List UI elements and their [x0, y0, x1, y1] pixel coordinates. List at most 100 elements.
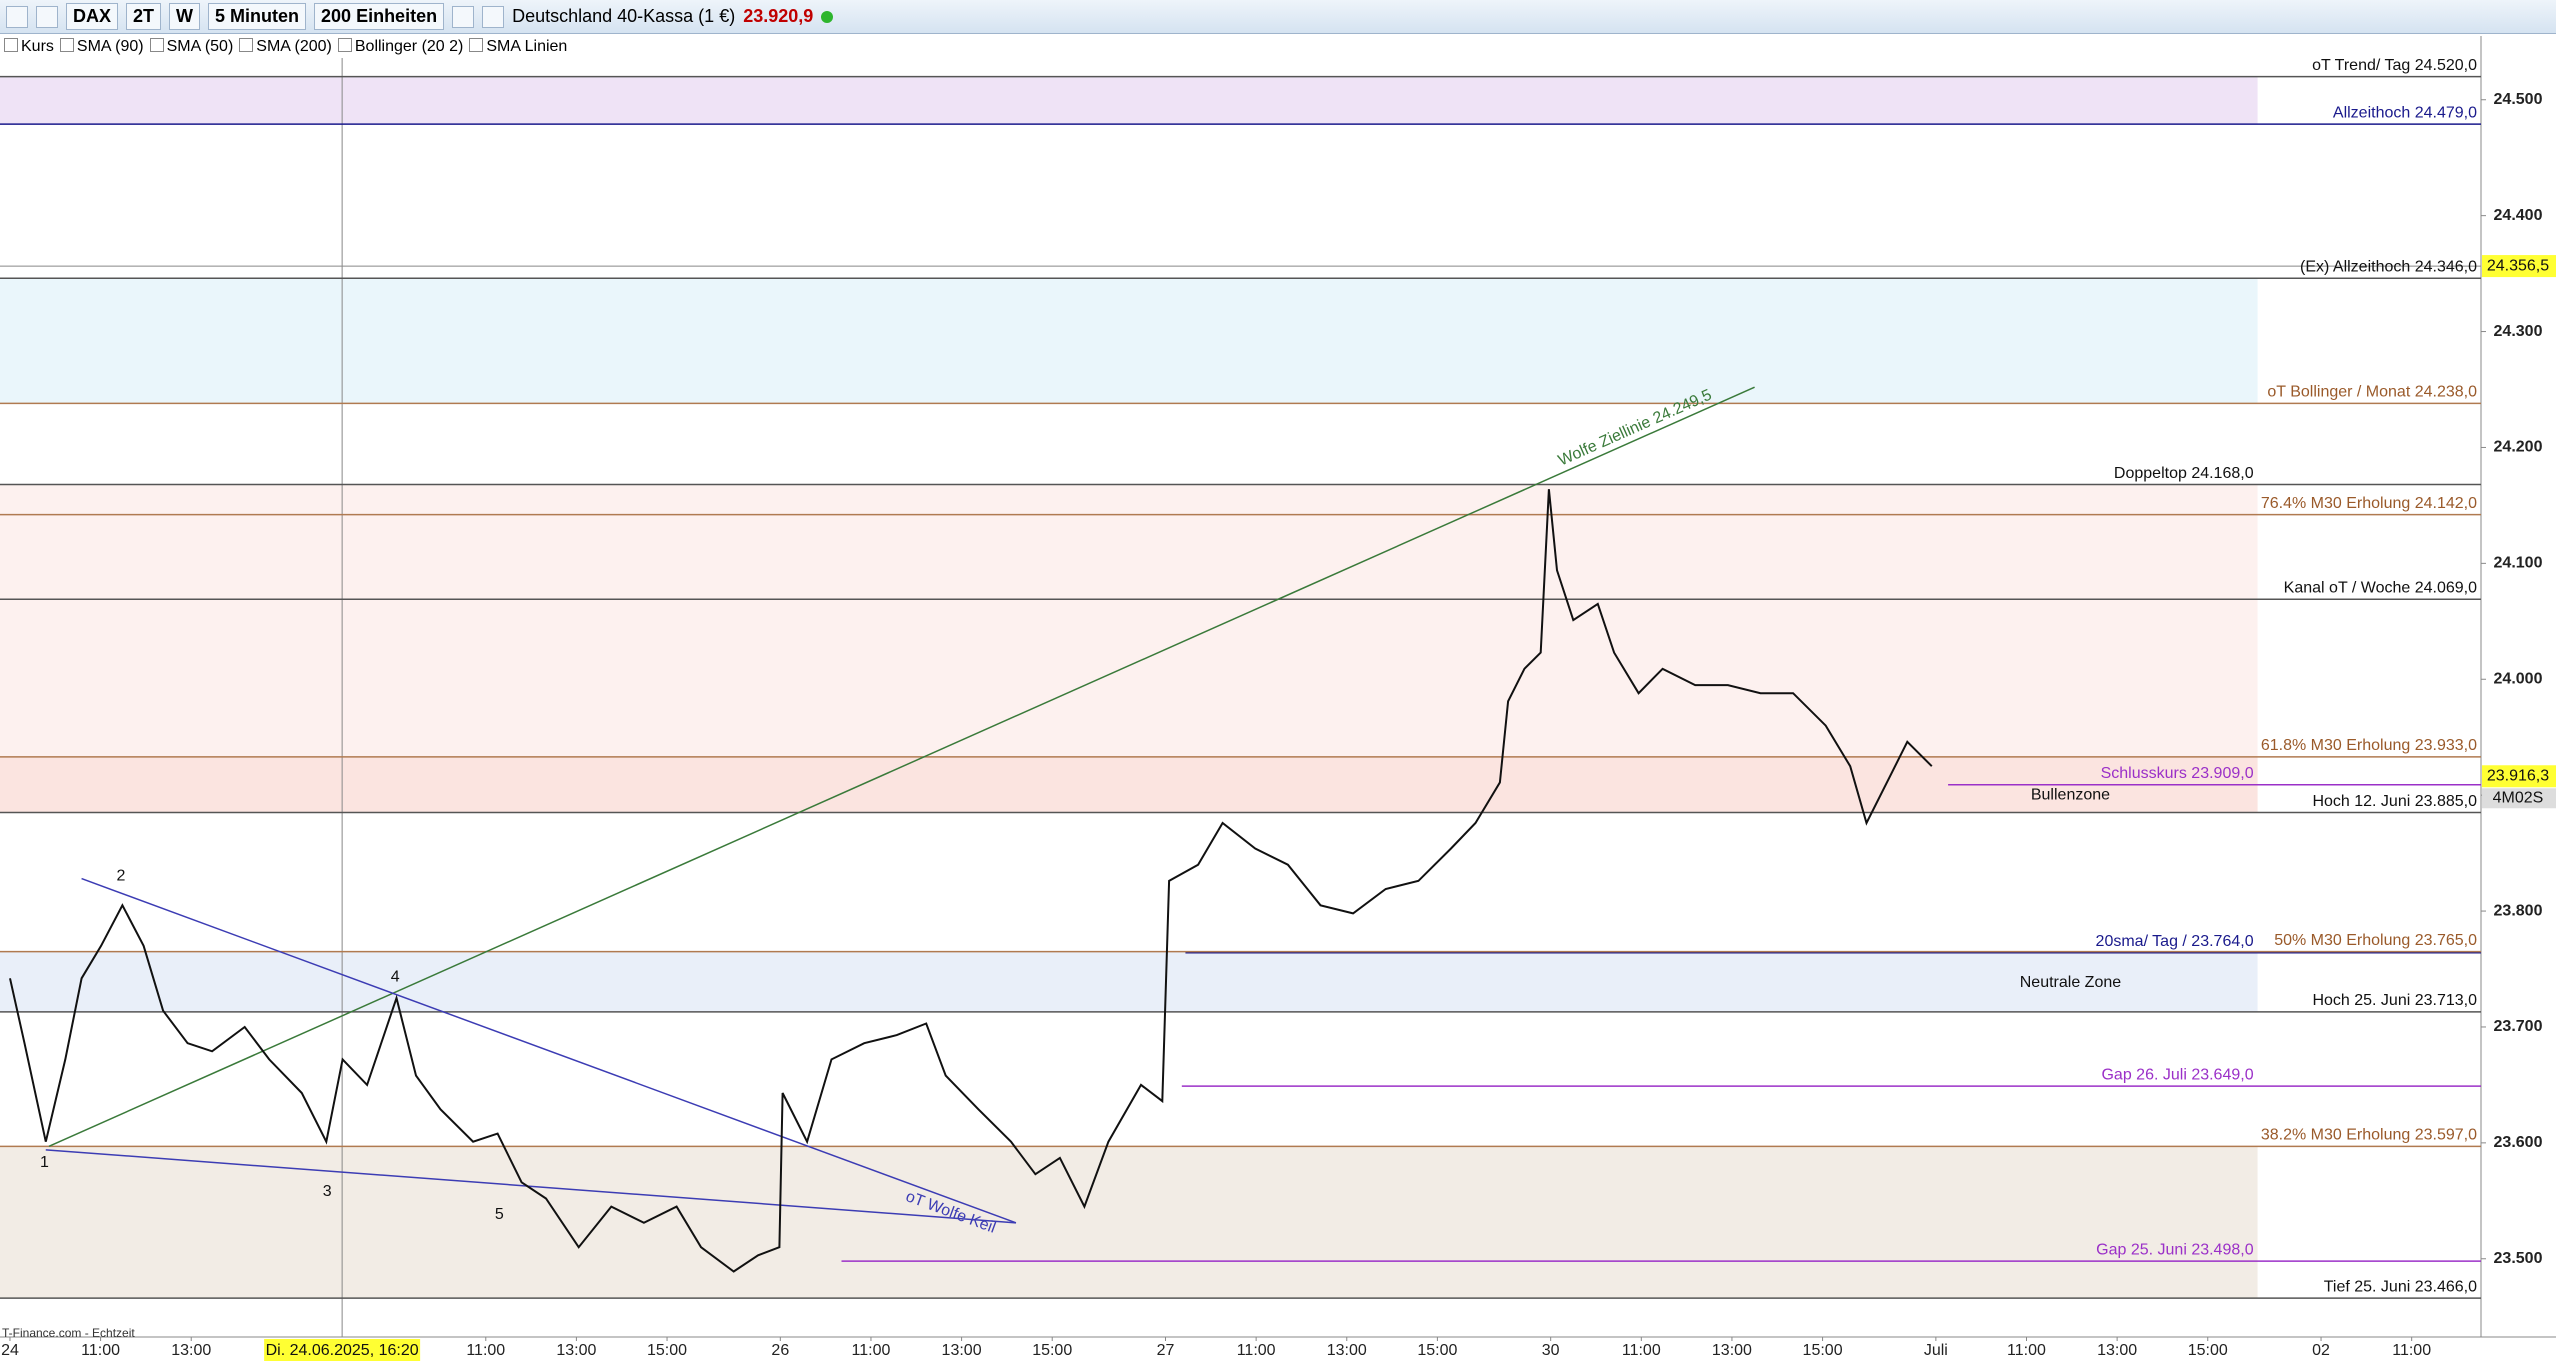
annotation: Neutrale Zone: [2020, 974, 2121, 991]
countdown-label: 4M02S: [2493, 789, 2544, 806]
crosshair-x-tag: [264, 1339, 421, 1361]
indicator-label: SMA (90): [76, 38, 144, 55]
y-tick-label: 24.300: [2494, 323, 2543, 340]
crosshair-y-tag: [2482, 255, 2556, 278]
level-label: 76.4% M30 Erholung 24.142,0: [2261, 495, 2477, 512]
instrument: Deutschland 40-Kassa (1 €): [512, 6, 736, 26]
annotation: 1: [40, 1154, 49, 1171]
indicator-toggle[interactable]: Kurs: [4, 38, 54, 56]
x-tick-label: 27: [1157, 1342, 1175, 1359]
x-tick-label: 13:00: [2097, 1342, 2137, 1359]
y-tick-label: 23.800: [2494, 902, 2543, 919]
toolbar: DAX 2T W 5 Minuten 200 Einheiten Deutsch…: [0, 0, 2556, 34]
indicator-bar: Kurs SMA (90) SMA (50) SMA (200) Bollinger (…: [0, 36, 568, 58]
indicator-label: SMA Linien: [486, 38, 568, 55]
trendline: [81, 877, 1017, 1224]
indicator-label: Bollinger (20 2): [354, 38, 464, 55]
level-label: Allzeithoch 24.479,0: [2333, 104, 2477, 121]
annotation: Bullenzone: [2031, 786, 2110, 803]
y-tick-label: 23.700: [2494, 1018, 2543, 1035]
indicator-label: SMA (200): [256, 38, 332, 55]
zone: [0, 951, 2258, 1012]
x-tick-label: 13:00: [1712, 1342, 1752, 1359]
level-label: Kanal oT / Woche 24.069,0: [2284, 580, 2477, 597]
source: T-Finance.com - Echtzeit: [2, 1326, 135, 1340]
x-tick-label: 13:00: [556, 1342, 596, 1359]
chart-type[interactable]: [452, 5, 475, 28]
y-tick-label: 24.000: [2494, 670, 2543, 687]
level-label: 20sma/ Tag / 23.764,0: [2096, 933, 2254, 950]
x-tick-label: 15:00: [2188, 1342, 2228, 1359]
x-tick-label: Juli: [1924, 1342, 1948, 1359]
x-tick-label: 11:00: [81, 1342, 120, 1359]
zone: [0, 484, 2258, 757]
range-button[interactable]: W: [169, 3, 201, 30]
y-tick-label: 24.200: [2494, 439, 2543, 456]
x-tick-label: 13:00: [171, 1342, 211, 1359]
level-label: (Ex) Allzeithoch 24.346,0: [2300, 258, 2477, 275]
level-label: Hoch 12. Juni 23.885,0: [2312, 793, 2477, 810]
interval-select[interactable]: 5 Minuten: [208, 3, 307, 30]
indicator-label: SMA (50): [166, 38, 234, 55]
indicator-toggle[interactable]: SMA (50): [149, 38, 234, 56]
annotation: 2: [117, 868, 126, 885]
y-tick-label: 23.500: [2494, 1250, 2543, 1267]
level-label: 61.8% M30 Erholung 23.933,0: [2261, 737, 2477, 754]
annotation: 5: [495, 1206, 504, 1223]
annotation: 4: [391, 968, 400, 985]
trendline: [48, 386, 1755, 1148]
level-label: Doppeltop 24.168,0: [2114, 465, 2254, 482]
status-dot: [821, 10, 834, 23]
level-label: 38.2% M30 Erholung 23.597,0: [2261, 1127, 2477, 1144]
level-label: Hoch 25. Juni 23.713,0: [2312, 992, 2477, 1009]
trendline: [45, 1149, 1017, 1224]
x-tick-label: 15:00: [647, 1342, 687, 1359]
x-tick-label: 24: [1, 1342, 19, 1359]
price-line: [9, 489, 1933, 1273]
y-tick-label: 24.100: [2494, 555, 2543, 572]
indicator-toggle[interactable]: SMA (200): [239, 38, 332, 56]
level-label: oT Bollinger / Monat 24.238,0: [2267, 384, 2477, 401]
x-tick-label: 15:00: [1032, 1342, 1072, 1359]
units-select[interactable]: 200 Einheiten: [314, 3, 445, 30]
x-tick-label: 13:00: [942, 1342, 982, 1359]
indicator-toggle[interactable]: SMA (90): [59, 38, 144, 56]
x-tick-label: 11:00: [466, 1342, 505, 1359]
crosshair-x-label: Di. 24.06.2025, 16:20: [266, 1342, 419, 1359]
zone: [0, 76, 2258, 125]
crosshair-y-label: 24.356,5: [2487, 257, 2549, 274]
zone: [0, 1146, 2258, 1299]
x-tick-label: 13:00: [1327, 1342, 1367, 1359]
x-tick-label: 11:00: [2007, 1342, 2046, 1359]
range-button[interactable]: 2T: [126, 3, 162, 30]
last-price: 23.920,9: [743, 6, 814, 26]
info-icon[interactable]: [482, 5, 505, 28]
level-label: Tief 25. Juni 23.466,0: [2324, 1278, 2477, 1295]
y-tick-label: 23.600: [2494, 1134, 2543, 1151]
x-tick-label: 11:00: [1622, 1342, 1661, 1359]
last-price-label: 23.916,3: [2487, 767, 2549, 784]
x-tick-label: 11:00: [1237, 1342, 1276, 1359]
indicator-toggle[interactable]: SMA Linien: [469, 38, 567, 56]
level-label: Schlusskurs 23.909,0: [2101, 765, 2254, 782]
x-tick-label: 02: [2312, 1342, 2330, 1359]
x-tick-label: 11:00: [852, 1342, 891, 1359]
last-price-tag: [2482, 765, 2556, 788]
y-tick-label: 24.500: [2494, 91, 2543, 108]
indicator-toggle[interactable]: Bollinger (20 2): [337, 38, 464, 56]
x-tick-label: 11:00: [2392, 1342, 2431, 1359]
y-tick-label: 24.400: [2494, 207, 2543, 224]
zone: [0, 756, 2258, 813]
level-label: 50% M30 Erholung 23.765,0: [2274, 932, 2477, 949]
countdown-tag: [2482, 788, 2556, 809]
x-tick-label: 15:00: [1417, 1342, 1457, 1359]
level-label: Gap 26. Juli 23.649,0: [2101, 1066, 2253, 1083]
icon[interactable]: [36, 5, 58, 28]
icon[interactable]: [6, 5, 28, 28]
zone: [0, 278, 2258, 404]
annotation: 3: [323, 1183, 332, 1200]
symbol-select[interactable]: DAX: [66, 3, 119, 30]
indicator-label: Kurs: [21, 38, 54, 55]
x-tick-label: 15:00: [1803, 1342, 1843, 1359]
